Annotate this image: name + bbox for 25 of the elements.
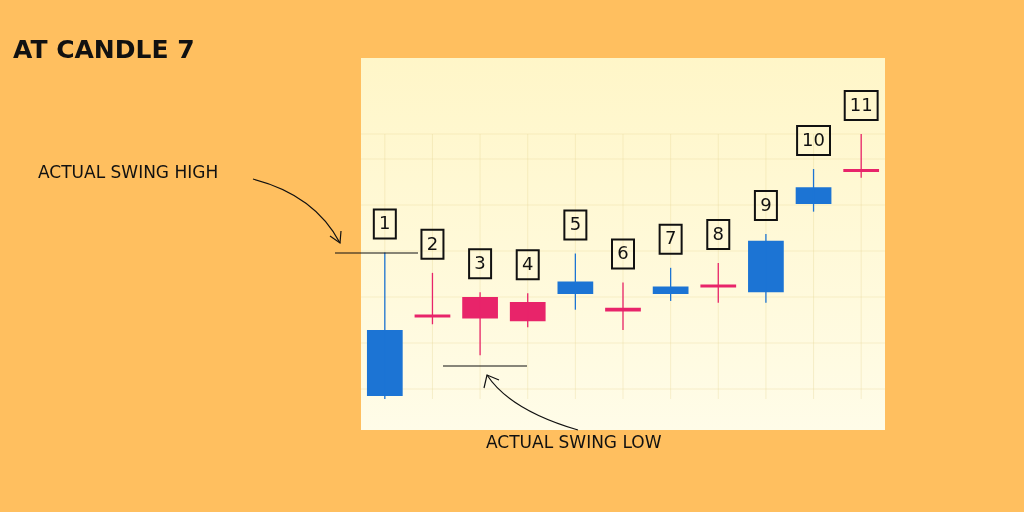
candlestick bbox=[366, 251, 403, 400]
candlestick bbox=[652, 267, 689, 302]
candlestick bbox=[748, 233, 784, 304]
x-tick-label: 10 bbox=[802, 128, 825, 150]
candlestick bbox=[605, 281, 641, 331]
candlestick bbox=[462, 291, 498, 356]
text: ACTUAL SWING LOW bbox=[486, 432, 662, 453]
x-tick-label: 2 bbox=[426, 232, 439, 254]
candlestick bbox=[557, 252, 594, 311]
candlestick bbox=[414, 272, 451, 325]
x-tick-label: 5 bbox=[569, 213, 582, 235]
text: ACTUAL SWING HIGH bbox=[38, 162, 219, 183]
candlestick bbox=[843, 133, 880, 179]
candlestick bbox=[700, 262, 737, 304]
x-tick-label: 8 bbox=[712, 222, 724, 244]
candlestick bbox=[509, 292, 546, 328]
candlestick bbox=[795, 168, 832, 213]
x-tick-label: 3 bbox=[474, 251, 486, 273]
x-tick-label: 4 bbox=[522, 252, 534, 274]
text: AT CANDLE 7 bbox=[13, 34, 195, 64]
x-tick-label: 1 bbox=[379, 212, 391, 234]
x-tick-label: 9 bbox=[760, 193, 772, 215]
x-tick-label: 11 bbox=[849, 93, 873, 115]
x-tick-label: 6 bbox=[617, 242, 629, 264]
x-tick-label: 7 bbox=[664, 227, 677, 249]
